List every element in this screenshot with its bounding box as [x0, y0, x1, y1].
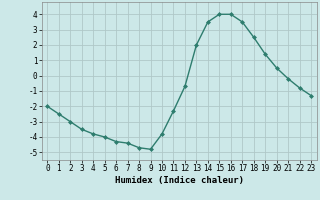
X-axis label: Humidex (Indice chaleur): Humidex (Indice chaleur) — [115, 176, 244, 185]
